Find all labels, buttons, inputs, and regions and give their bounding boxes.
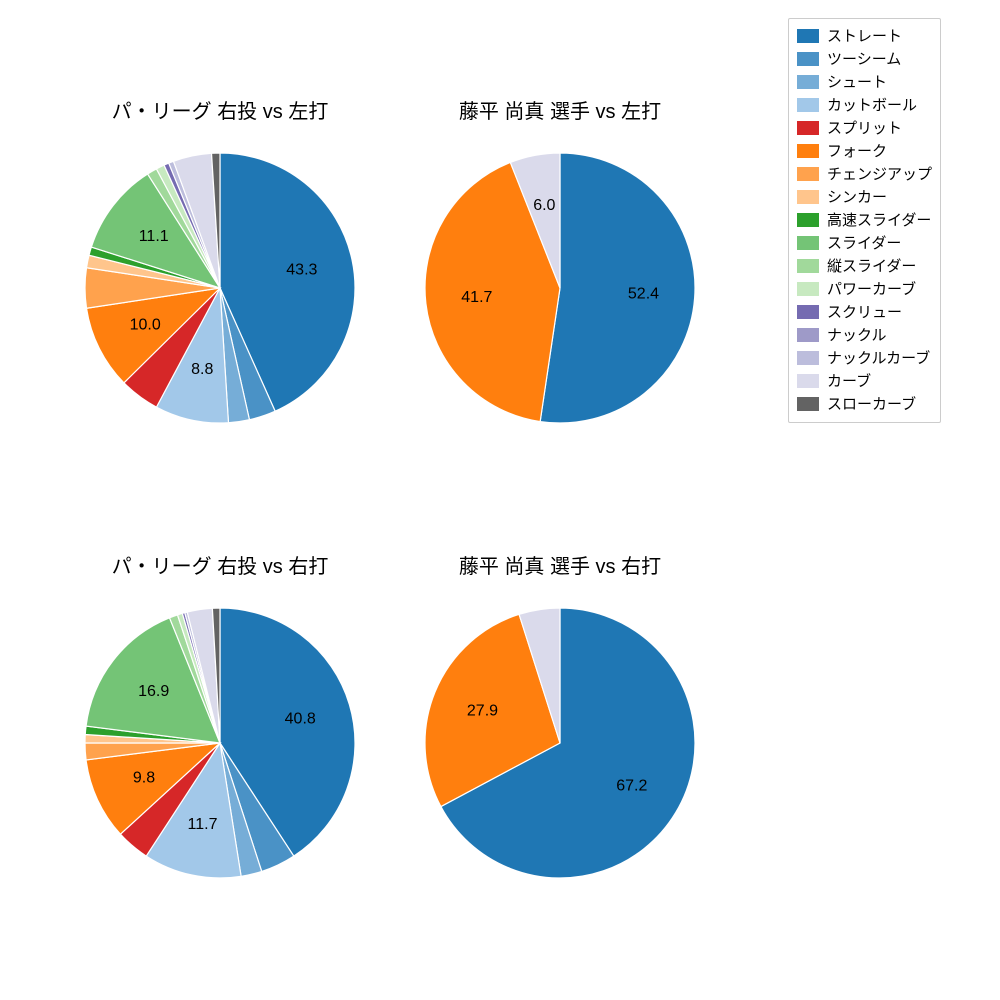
pie-chart: 43.3 8.8 10.0 11.1	[79, 147, 361, 429]
legend-label: 縦スライダー	[827, 255, 916, 276]
legend-label: カーブ	[827, 370, 871, 391]
legend-label: ストレート	[827, 25, 902, 46]
legend-item: スプリット	[797, 117, 932, 138]
legend-swatch	[797, 351, 819, 365]
legend-label: チェンジアップ	[827, 163, 932, 184]
legend-item: 高速スライダー	[797, 209, 932, 230]
legend-label: フォーク	[827, 140, 887, 161]
legend-item: シュート	[797, 71, 932, 92]
legend-swatch	[797, 29, 819, 43]
legend-swatch	[797, 259, 819, 273]
legend-label: ナックル	[827, 324, 887, 345]
legend-label: パワーカーブ	[827, 278, 916, 299]
legend-swatch	[797, 236, 819, 250]
pie-slice-label: 16.9	[138, 683, 169, 700]
legend-label: スクリュー	[827, 301, 902, 322]
legend-item: ナックルカーブ	[797, 347, 932, 368]
pie-slice-label: 11.1	[139, 228, 169, 245]
pie-slice-label: 27.9	[467, 703, 498, 720]
chart-title: 藤平 尚真 選手 vs 左打	[360, 95, 760, 124]
legend-item: スローカーブ	[797, 393, 932, 414]
legend-label: スプリット	[827, 117, 902, 138]
legend-swatch	[797, 213, 819, 227]
legend-label: シンカー	[827, 186, 887, 207]
legend-swatch	[797, 75, 819, 89]
chart-grid: パ・リーグ 右投 vs 左打43.38.810.011.1藤平 尚真 選手 vs…	[0, 0, 1000, 1000]
pie-slice-label: 67.2	[616, 777, 647, 794]
pie-slice-label: 43.3	[286, 262, 317, 279]
legend-item: パワーカーブ	[797, 278, 932, 299]
legend-label: ツーシーム	[827, 48, 901, 69]
legend-item: カーブ	[797, 370, 932, 391]
legend-item: スクリュー	[797, 301, 932, 322]
pie-slice-label: 52.4	[628, 285, 659, 302]
legend-item: チェンジアップ	[797, 163, 932, 184]
pie-slice-label: 8.8	[191, 361, 213, 378]
legend-swatch	[797, 144, 819, 158]
legend: ストレートツーシームシュートカットボールスプリットフォークチェンジアップシンカー…	[788, 18, 941, 423]
legend-label: シュート	[827, 71, 887, 92]
legend-swatch	[797, 374, 819, 388]
legend-label: ナックルカーブ	[827, 347, 930, 368]
pie-slice-label: 11.7	[188, 816, 218, 833]
legend-swatch	[797, 328, 819, 342]
legend-item: シンカー	[797, 186, 932, 207]
legend-item: フォーク	[797, 140, 932, 161]
legend-item: ナックル	[797, 324, 932, 345]
legend-label: スライダー	[827, 232, 901, 253]
legend-swatch	[797, 397, 819, 411]
pie-chart: 52.4 41.7 6.0	[419, 147, 701, 429]
pie-slice-label: 6.0	[533, 197, 555, 214]
pie-slice-label: 9.8	[133, 769, 155, 786]
legend-swatch	[797, 190, 819, 204]
legend-item: 縦スライダー	[797, 255, 932, 276]
legend-item: ツーシーム	[797, 48, 932, 69]
pie-slice-label: 40.8	[285, 710, 316, 727]
legend-swatch	[797, 167, 819, 181]
legend-swatch	[797, 98, 819, 112]
pie-slice-label: 10.0	[130, 317, 161, 334]
legend-swatch	[797, 121, 819, 135]
legend-swatch	[797, 305, 819, 319]
legend-label: スローカーブ	[827, 393, 916, 414]
legend-label: カットボール	[827, 94, 917, 115]
pie-slice-label: 41.7	[461, 289, 492, 306]
legend-label: 高速スライダー	[827, 209, 931, 230]
legend-item: カットボール	[797, 94, 932, 115]
pie-chart: 67.2 27.9	[419, 602, 701, 884]
legend-item: スライダー	[797, 232, 932, 253]
pie-slice	[540, 153, 695, 423]
legend-swatch	[797, 282, 819, 296]
legend-swatch	[797, 52, 819, 66]
legend-item: ストレート	[797, 25, 932, 46]
pie-chart: 40.8 11.7 9.8 16.9	[79, 602, 361, 884]
chart-title: 藤平 尚真 選手 vs 右打	[360, 550, 760, 579]
